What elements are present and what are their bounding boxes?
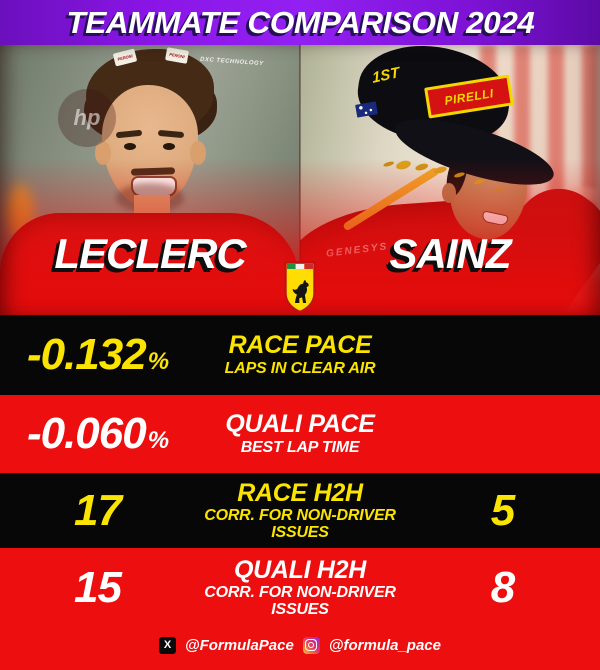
quali-pace-labels: QUALI PACE BEST LAP TIME xyxy=(195,411,405,456)
quali-pace-value: -0.060% xyxy=(0,412,195,456)
race-h2h-sainz-value: 5 xyxy=(490,485,515,535)
stat-row-quali-h2h: 15 QUALI H2H CORR. FOR NON-DRIVER ISSUES… xyxy=(0,548,600,628)
stat-heading: QUALI PACE xyxy=(225,410,375,439)
x-icon: X xyxy=(158,636,176,654)
driver-name-sainz: SAINZ xyxy=(389,230,512,277)
stat-subheading: LAPS IN CLEAR AIR xyxy=(224,359,376,377)
header-bar: TEAMMATE COMPARISON 2024 xyxy=(0,0,600,45)
stat-subheading: CORR. FOR NON-DRIVER ISSUES xyxy=(204,506,396,541)
stat-row-race-h2h: 17 RACE H2H CORR. FOR NON-DRIVER ISSUES … xyxy=(0,473,600,548)
race-pace-value: -0.132% xyxy=(0,333,195,377)
quali-h2h-sainz-value: 8 xyxy=(490,563,515,612)
stat-heading: RACE PACE xyxy=(228,331,372,360)
race-pace-labels: RACE PACE LAPS IN CLEAR AIR xyxy=(195,332,405,377)
stat-heading: QUALI H2H xyxy=(233,556,367,585)
page-title: TEAMMATE COMPARISON 2024 xyxy=(66,5,534,40)
driver-name-leclerc: LECLERC xyxy=(54,230,246,277)
stat-subheading: CORR. FOR NON-DRIVER ISSUES xyxy=(204,584,396,619)
race-h2h-labels: RACE H2H CORR. FOR NON-DRIVER ISSUES xyxy=(195,478,405,542)
value-number: -0.132 xyxy=(26,330,147,379)
stat-row-quali-pace: -0.060% QUALI PACE BEST LAP TIME xyxy=(0,395,600,473)
percent-unit: % xyxy=(147,348,169,375)
photo-section: PERONI PERONI DXC TECHNOLOGY hp 1ST PIRE… xyxy=(0,45,600,315)
instagram-handle: @formula_pace xyxy=(328,636,441,654)
quali-h2h-labels: QUALI H2H CORR. FOR NON-DRIVER ISSUES xyxy=(195,557,405,619)
stat-row-race-pace: -0.132% RACE PACE LAPS IN CLEAR AIR xyxy=(0,315,600,395)
quali-h2h-leclerc-value: 15 xyxy=(74,563,122,612)
stat-heading: RACE H2H xyxy=(237,478,363,507)
ferrari-shield-icon xyxy=(283,259,317,315)
race-h2h-leclerc-value: 17 xyxy=(74,485,122,535)
x-handle: @FormulaPace xyxy=(184,636,294,654)
stat-subheading: BEST LAP TIME xyxy=(240,438,360,456)
percent-unit: % xyxy=(147,427,169,454)
value-number: -0.060 xyxy=(26,409,147,458)
social-footer: X @FormulaPace @formula_pace xyxy=(0,628,600,670)
instagram-icon xyxy=(302,636,320,654)
